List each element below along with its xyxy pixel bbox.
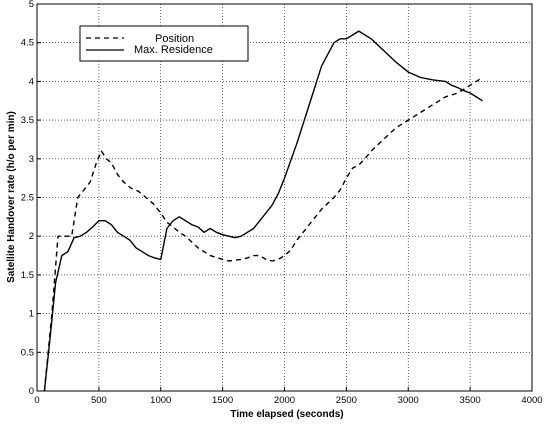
y-tick-label: 1 xyxy=(29,309,34,320)
legend-box xyxy=(79,25,249,62)
y-tick-label: 3.5 xyxy=(21,115,34,126)
y-tick-label: 0 xyxy=(29,386,34,397)
legend-label-max-residence: Max. Residence xyxy=(134,44,213,56)
y-axis-label: Satellite Handover rate (h/o per min) xyxy=(6,111,17,283)
x-tick-label: 2000 xyxy=(274,395,295,406)
x-tick-label: 3000 xyxy=(398,395,419,406)
x-tick-label: 3500 xyxy=(460,395,481,406)
x-tick-label: 500 xyxy=(91,395,107,406)
series-line-position xyxy=(43,76,483,392)
y-tick-label: 0.5 xyxy=(21,347,34,358)
x-tick-label: 4000 xyxy=(521,395,542,406)
y-tick-label: 2 xyxy=(29,231,34,242)
x-tick-label: 2500 xyxy=(336,395,357,406)
y-tick-label: 5 xyxy=(29,0,34,10)
x-axis-label: Time elapsed (seconds) xyxy=(230,409,343,420)
series-group xyxy=(43,30,483,392)
x-tick-label: 0 xyxy=(34,395,39,406)
y-tick-label: 4 xyxy=(29,76,34,87)
y-tick-label: 1.5 xyxy=(21,270,34,281)
legend-label-position: Position xyxy=(155,33,194,45)
y-tick-label: 4.5 xyxy=(21,38,34,49)
axis-ticks: 0 500 1000 1500 2000 2500 3000 3500 4000 0 0.5 1 1.5… xyxy=(21,0,543,406)
y-tick-label: 2.5 xyxy=(21,193,34,204)
x-tick-label: 1000 xyxy=(150,395,171,406)
x-tick-label: 1500 xyxy=(212,395,233,406)
series-line-max-residence xyxy=(43,30,483,392)
legend: Position Max. Residence xyxy=(79,25,249,62)
y-tick-label: 3 xyxy=(29,154,34,165)
